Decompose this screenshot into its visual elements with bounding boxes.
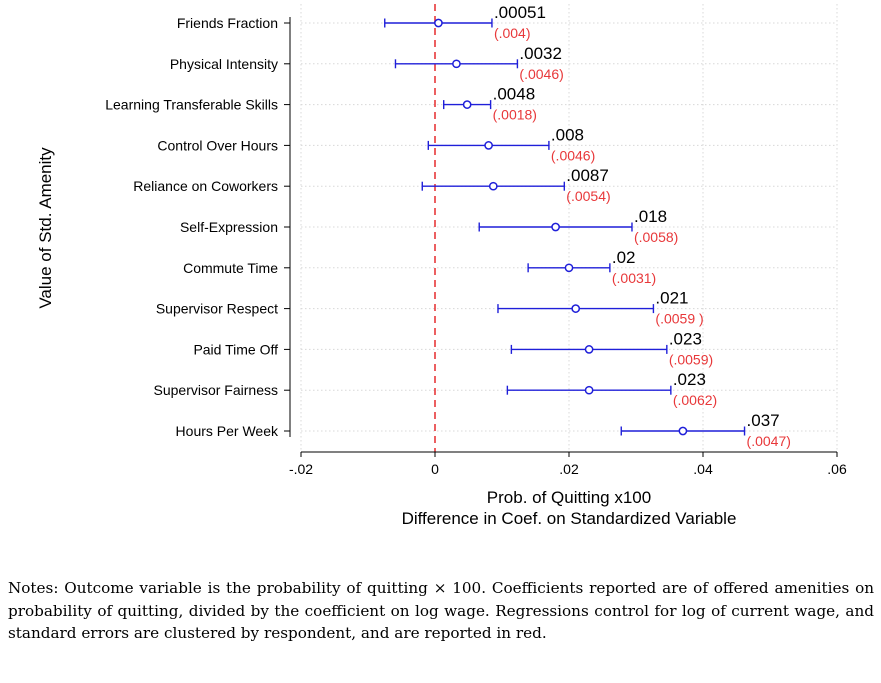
point-estimate — [462, 100, 472, 109]
coefficient-label: .0087 — [566, 166, 609, 185]
coefficient-label: .0048 — [493, 85, 536, 104]
coefficient-label: .008 — [551, 125, 584, 144]
y-tick-label: Commute Time — [183, 260, 278, 276]
standard-error-label: (.0059 ) — [655, 311, 703, 327]
y-tick-label: Reliance on Coworkers — [133, 178, 278, 194]
x-tick-label: .04 — [693, 461, 713, 477]
standard-error-label: (.0046) — [551, 147, 595, 163]
coefficient-label: .02 — [612, 248, 636, 267]
point-estimate — [488, 181, 498, 191]
axes: -.02 0 .02 .04 .06 Friends Fraction Physical I… — [105, 15, 847, 477]
point-estimate — [434, 18, 443, 28]
x-axis-title: Prob. of Quitting x100 — [487, 488, 651, 507]
y-tick-label: Hours Per Week — [176, 423, 279, 439]
point-estimate — [678, 426, 688, 436]
coefficient-label: .021 — [655, 289, 688, 308]
y-tick-label: Supervisor Respect — [156, 301, 278, 317]
standard-error-label: (.0047) — [747, 433, 791, 449]
point-estimate — [564, 263, 574, 273]
y-tick-label: Control Over Hours — [157, 137, 278, 153]
coefficient-label: .037 — [747, 411, 780, 430]
y-tick-label: Friends Fraction — [177, 15, 278, 31]
x-tick-label: .06 — [827, 461, 847, 477]
point-estimate — [584, 385, 594, 395]
y-axis-title: Value of Std. Amenity — [36, 147, 55, 309]
data-labels: .00051 (.004) .0032 (.0046) .0048 (.0018) .008… — [493, 3, 791, 449]
standard-error-label: (.0059) — [669, 351, 713, 367]
standard-error-label: (.0031) — [612, 270, 656, 286]
y-tick-label: Learning Transferable Skills — [105, 97, 278, 113]
coefficient-label: .023 — [669, 329, 702, 348]
figure-notes: Notes: Outcome variable is the probabili… — [8, 579, 874, 642]
y-tick-label: Self-Expression — [180, 219, 278, 235]
point-estimate — [452, 59, 461, 69]
x-tick-label: .02 — [559, 461, 579, 477]
standard-error-label: (.0058) — [634, 229, 678, 245]
standard-error-label: (.0062) — [673, 392, 717, 408]
y-tick-label: Supervisor Fairness — [154, 382, 279, 398]
y-tick-label: Paid Time Off — [193, 341, 278, 357]
point-estimate — [484, 141, 493, 150]
point-estimate — [551, 222, 560, 232]
standard-error-label: (.0018) — [493, 107, 537, 123]
data-marks — [384, 18, 746, 436]
standard-error-label: (.0054) — [566, 188, 610, 204]
x-axis-subtitle: Difference in Coef. on Standardized Vari… — [402, 509, 737, 528]
grid-lines — [300, 4, 838, 452]
x-tick-label: 0 — [431, 461, 439, 477]
coefficient-plot: -.02 0 .02 .04 .06 Friends Fraction Physical I… — [36, 3, 847, 528]
point-estimate — [584, 345, 594, 354]
standard-error-label: (.004) — [494, 25, 531, 41]
coefficient-label: .023 — [673, 370, 706, 389]
coefficient-label: .018 — [634, 207, 667, 226]
standard-error-label: (.0046) — [519, 66, 563, 82]
x-tick-label: -.02 — [289, 461, 313, 477]
y-tick-label: Physical Intensity — [170, 56, 278, 72]
coefficient-label: .0032 — [519, 44, 562, 63]
point-estimate — [571, 304, 581, 313]
coefficient-label: .00051 — [494, 3, 546, 22]
